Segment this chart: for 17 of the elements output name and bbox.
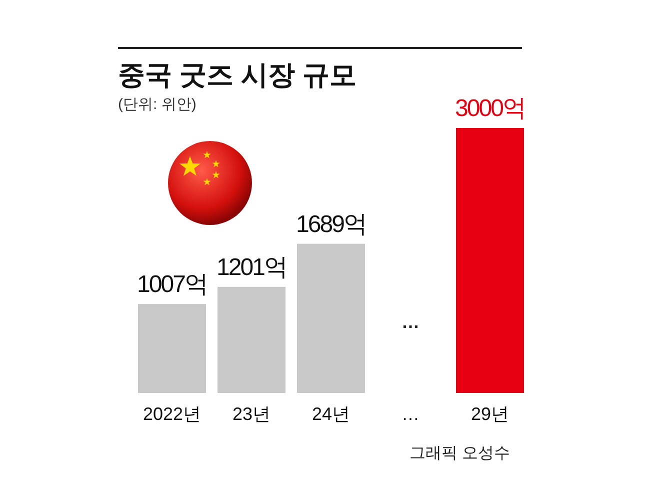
x-tick-label: … xyxy=(402,404,420,424)
chart-subtitle: (단위: 위안) xyxy=(118,96,196,113)
bar xyxy=(297,244,365,393)
data-label: 3000억 xyxy=(455,95,525,122)
annotation: … xyxy=(402,312,420,332)
data-label: 1007억 xyxy=(137,271,207,298)
x-tick-label: 24년 xyxy=(312,404,350,424)
chart-title: 중국 굿즈 시장 규모 xyxy=(118,60,357,90)
bar xyxy=(218,286,286,393)
x-tick-label: 23년 xyxy=(232,404,271,424)
x-tick-label: 29년 xyxy=(470,404,510,424)
bar xyxy=(138,304,206,393)
bar xyxy=(456,128,524,393)
x-tick-label: 2022년 xyxy=(142,404,202,424)
data-label: 1689억 xyxy=(296,210,366,238)
data-label: 1201억 xyxy=(216,254,286,281)
text: 그래픽 오성수 xyxy=(410,445,510,462)
